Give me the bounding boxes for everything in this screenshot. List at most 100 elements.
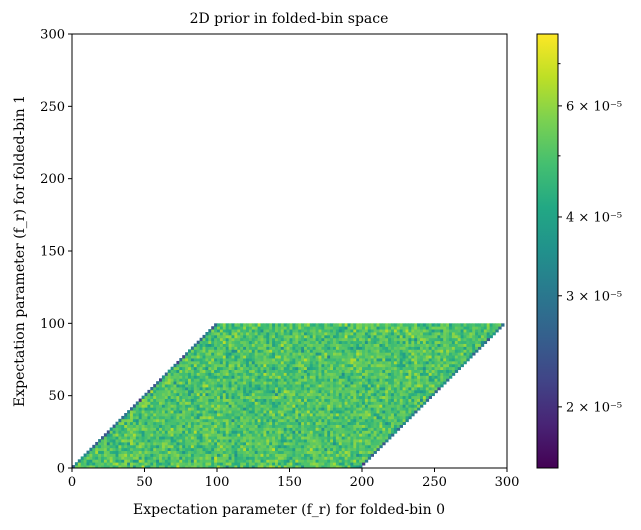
heatmap-cell	[182, 453, 186, 457]
heatmap-cell	[292, 450, 296, 454]
heatmap-cell	[347, 415, 351, 420]
heatmap-cell	[173, 366, 177, 371]
heatmap-cell	[341, 334, 345, 339]
heatmap-cell	[283, 407, 287, 411]
heatmap-cell	[298, 427, 302, 431]
heatmap-cell	[289, 349, 293, 353]
heatmap-cell	[495, 329, 499, 333]
heatmap-cell	[295, 372, 299, 376]
heatmap-cell	[440, 369, 444, 373]
heatmap-cell	[385, 346, 389, 350]
heatmap-cell	[333, 404, 337, 408]
heatmap-cell	[443, 366, 447, 371]
heatmap-cell	[385, 418, 389, 423]
heatmap-cell	[188, 358, 192, 362]
heatmap-cell	[208, 424, 212, 428]
heatmap-cell	[161, 381, 166, 385]
heatmap-cell	[269, 395, 273, 399]
heatmap-cell	[74, 465, 79, 469]
heatmap-cell	[266, 358, 270, 362]
heatmap-cell	[234, 358, 238, 362]
heatmap-cell	[367, 369, 372, 373]
heatmap-cell	[335, 413, 340, 417]
heatmap-cell	[309, 349, 314, 353]
heatmap-cell	[283, 337, 287, 342]
heatmap-cell	[301, 343, 305, 347]
heatmap-cell	[324, 392, 328, 397]
heatmap-cell	[263, 392, 267, 397]
heatmap-cell	[388, 329, 392, 333]
heatmap-cell	[185, 407, 189, 411]
heatmap-cell	[211, 352, 215, 356]
heatmap-cell	[211, 465, 215, 469]
heatmap-cell	[295, 453, 299, 457]
heatmap-cell	[214, 430, 218, 434]
heatmap-cell	[333, 369, 337, 373]
heatmap-cell	[109, 444, 113, 449]
heatmap-cell	[309, 424, 314, 428]
heatmap-cell	[356, 465, 360, 469]
heatmap-cell	[353, 462, 357, 466]
heatmap-cell	[393, 332, 398, 336]
heatmap-cell	[124, 447, 128, 452]
heatmap-cell	[321, 392, 325, 397]
heatmap-cell	[315, 363, 319, 368]
heatmap-cell	[260, 404, 264, 408]
heatmap-cell	[292, 369, 296, 373]
heatmap-cell	[211, 340, 215, 344]
heatmap-cell	[330, 326, 334, 330]
heatmap-cell	[269, 415, 273, 420]
heatmap-cell	[353, 381, 357, 385]
heatmap-cell	[202, 398, 206, 402]
heatmap-cell	[367, 410, 372, 414]
heatmap-cell	[257, 424, 261, 428]
heatmap-cell	[330, 372, 334, 376]
heatmap-cell	[179, 413, 183, 417]
heatmap-cell	[283, 334, 287, 339]
heatmap-cell	[321, 334, 325, 339]
heatmap-cell	[396, 427, 401, 431]
heatmap-cell	[272, 404, 276, 408]
heatmap-cell	[286, 326, 290, 330]
heatmap-cell	[138, 407, 142, 411]
heatmap-cell	[460, 360, 464, 365]
heatmap-cell	[333, 424, 337, 428]
heatmap-cell	[338, 424, 343, 428]
heatmap-cell	[240, 462, 244, 466]
heatmap-cell	[338, 329, 343, 333]
heatmap-cell	[202, 375, 206, 379]
heatmap-cell	[289, 366, 293, 371]
heatmap-cell	[309, 381, 314, 385]
heatmap-cell	[231, 450, 235, 454]
heatmap-cell	[402, 375, 406, 379]
heatmap-cell	[411, 337, 415, 342]
heatmap-cell	[254, 386, 258, 391]
heatmap-cell	[222, 413, 227, 417]
heatmap-cell	[277, 456, 282, 460]
heatmap-cell	[121, 418, 125, 423]
heatmap-cell	[370, 389, 374, 394]
heatmap-cell	[240, 444, 244, 449]
heatmap-cell	[257, 401, 261, 405]
heatmap-cell	[196, 407, 200, 411]
heatmap-cell	[243, 392, 247, 397]
heatmap-cell	[451, 346, 456, 350]
heatmap-cell	[379, 349, 383, 353]
heatmap-cell	[385, 427, 389, 431]
heatmap-cell	[382, 381, 386, 385]
heatmap-cell	[199, 346, 203, 350]
heatmap-cell	[254, 465, 258, 469]
heatmap-cell	[327, 340, 331, 344]
heatmap-cell	[164, 381, 169, 385]
heatmap-cell	[266, 421, 270, 425]
heatmap-cell	[341, 415, 345, 420]
heatmap-cell	[420, 358, 424, 362]
heatmap-cell	[327, 395, 331, 399]
heatmap-cell	[370, 410, 374, 414]
heatmap-cell	[417, 363, 421, 368]
heatmap-cell	[449, 329, 453, 333]
heatmap-cell	[228, 418, 232, 423]
heatmap-cell	[391, 346, 395, 350]
heatmap-cell	[312, 384, 316, 388]
heatmap-cell	[222, 389, 227, 394]
